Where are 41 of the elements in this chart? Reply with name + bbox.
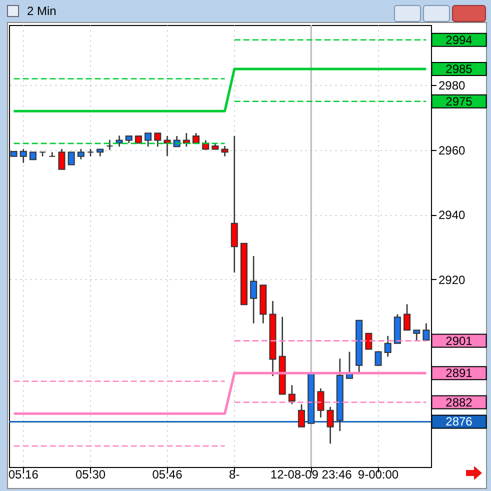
candlestick xyxy=(182,132,190,148)
candlestick xyxy=(317,388,324,418)
candlestick xyxy=(144,132,152,148)
candlestick xyxy=(106,139,114,151)
candlestick xyxy=(68,152,75,166)
candlestick xyxy=(164,135,171,157)
x-tick-label: 05:46 xyxy=(152,468,183,482)
candlestick xyxy=(48,152,56,158)
text: 2882 xyxy=(446,395,473,410)
candlestick xyxy=(413,329,420,342)
candlestick xyxy=(365,332,372,350)
text: 2994 xyxy=(446,32,473,47)
candlestick xyxy=(154,132,162,148)
chart-title: 2 Min xyxy=(27,4,56,18)
text: 2975 xyxy=(446,94,473,108)
text: 2901 xyxy=(446,334,473,348)
candlestick xyxy=(384,335,392,358)
x-tick-label: 12-08-09 23:46 xyxy=(270,468,352,482)
y-tick-label: 2920 xyxy=(438,272,466,287)
candlestick xyxy=(422,322,430,341)
candlestick xyxy=(288,384,296,405)
ref-line-label: 2876 xyxy=(446,414,473,429)
candlestick xyxy=(298,404,306,428)
text: 2985 xyxy=(446,62,473,76)
y-tick-label: 2940 xyxy=(438,208,466,222)
candlestick xyxy=(250,255,258,324)
y-tick-label: 2960 xyxy=(438,143,466,158)
candlestick xyxy=(230,135,238,274)
x-tick-label: 9-00:00 xyxy=(358,468,399,482)
x-tick-label: 05:16 xyxy=(8,468,39,482)
candlestick xyxy=(404,304,411,331)
y-tick-label: 2980 xyxy=(438,78,466,93)
text: 2891 xyxy=(446,366,473,380)
candlestick xyxy=(326,406,334,444)
x-tick-label: 05:30 xyxy=(76,468,106,482)
candlestick xyxy=(221,145,228,158)
candlestick xyxy=(77,148,84,160)
candlestick xyxy=(58,148,66,170)
candlestick xyxy=(116,135,123,148)
candlestick xyxy=(374,351,382,366)
candlestick xyxy=(20,148,27,164)
